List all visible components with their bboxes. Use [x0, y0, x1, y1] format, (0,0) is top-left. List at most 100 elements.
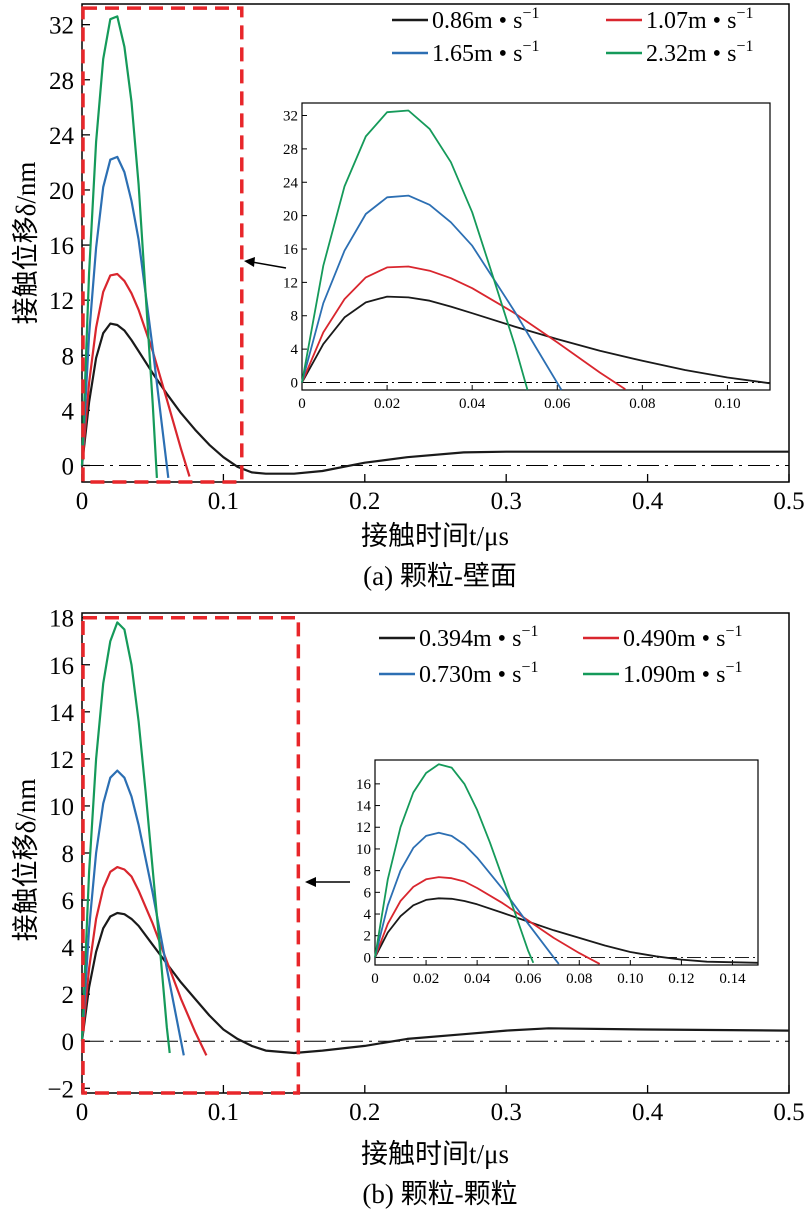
inset-series-line-3	[301, 109, 529, 391]
y-tick-label: 32	[49, 13, 74, 40]
inset-x-tick-label: 0.04	[459, 396, 486, 412]
legend-item: 1.65m • s−1	[392, 38, 539, 67]
panel-b-highlight-box	[81, 615, 301, 1095]
inset-y-tick-label: 20	[283, 209, 298, 225]
inset-y-tick-label: 0	[291, 375, 299, 391]
legend-item: 0.394m • s−1	[379, 623, 538, 652]
inset-y-tick-label: 28	[283, 142, 298, 158]
inset-y-tick-label: 32	[283, 109, 298, 125]
inset-x-tick-label: 0.12	[668, 971, 694, 987]
legend-item: 1.090m • s−1	[583, 659, 742, 688]
legend-item: 2.32m • s−1	[606, 38, 753, 67]
panel-a-frame	[81, 3, 790, 483]
legend-item: 1.07m • s−1	[606, 5, 753, 34]
legend-label: 0.394m • s−1	[419, 623, 538, 652]
legend-label: 0.730m • s−1	[419, 659, 538, 688]
y-tick-label: 28	[49, 68, 74, 95]
inset-series-line-0	[374, 897, 759, 964]
panel-b-y-axis-label: 接触位移δ/nm	[11, 779, 41, 942]
panel-b-x-axis-label: 接触时间t/μs	[361, 1139, 509, 1169]
panel-b-y-ticks: −2 0 2 4 6 8 10 12 14 16 18	[47, 606, 90, 1103]
panel-b-inset: 0 0.02 0.04 0.06 0.08 0.10 0.12 0.14 0 2 4 6 8 10 12 1…	[356, 759, 759, 987]
panel-a-inset-x-ticks: 0 0.02 0.04 0.06 0.08 0.10	[298, 385, 741, 412]
panel-a-caption: (a) 颗粒-壁面	[363, 561, 517, 591]
y-tick-label: 14	[49, 700, 75, 727]
y-tick-label: 12	[49, 288, 74, 315]
y-tick-label: 0	[62, 1029, 75, 1056]
inset-series-line-2	[301, 194, 563, 391]
series-line-2	[80, 769, 185, 1056]
y-tick-label: 4	[62, 398, 75, 425]
inset-x-tick-label: 0.06	[515, 971, 542, 987]
y-tick-label: 20	[49, 178, 74, 205]
inset-y-tick-label: 4	[364, 907, 372, 923]
x-tick-label: 0.4	[632, 488, 664, 515]
inset-y-tick-label: 12	[356, 820, 371, 836]
inset-x-tick-label: 0.02	[413, 971, 439, 987]
inset-x-tick-label: 0.14	[719, 971, 746, 987]
x-tick-label: 0.5	[773, 1099, 804, 1126]
y-tick-label: 8	[62, 343, 75, 370]
legend-label: 1.07m • s−1	[646, 5, 753, 34]
y-tick-label: 6	[62, 888, 75, 915]
panel-b-inset-x-ticks: 0 0.02 0.04 0.06 0.08 0.10 0.12 0.14	[371, 960, 746, 987]
series-line-1	[80, 272, 191, 477]
legend-label: 0.86m • s−1	[432, 5, 539, 34]
x-tick-label: 0	[76, 1099, 89, 1126]
x-tick-label: 0.1	[208, 488, 239, 515]
legend-label: 0.490m • s−1	[623, 623, 742, 652]
legend-item: 0.490m • s−1	[583, 623, 742, 652]
x-tick-label: 0.2	[349, 1099, 380, 1126]
series-line-1	[80, 866, 208, 1056]
inset-y-tick-label: 0	[364, 950, 372, 966]
panel-b-inset-y-ticks: 0 2 4 6 8 10 12 14 16	[356, 777, 380, 966]
x-tick-label: 0	[76, 488, 89, 515]
panel-b-x-ticks: 0 0.1 0.2 0.3 0.4 0.5	[76, 1085, 805, 1126]
series-line-3	[80, 15, 158, 478]
series-line-0	[80, 322, 789, 475]
y-tick-label: 12	[49, 747, 74, 774]
inset-x-tick-label: 0.08	[566, 971, 592, 987]
panel-a-y-ticks: 0 4 8 12 16 20 24 28 32	[49, 13, 90, 480]
inset-y-tick-label: 14	[356, 799, 372, 815]
inset-x-tick-label: 0.02	[374, 396, 400, 412]
inset-series-line-3	[374, 763, 535, 964]
legend-label: 2.32m • s−1	[646, 38, 753, 67]
panel-a-inset-frame	[301, 102, 771, 391]
series-line-3	[80, 621, 171, 1054]
inset-y-tick-label: 8	[291, 309, 299, 325]
y-tick-label: 10	[49, 794, 74, 821]
inset-x-tick-label: 0.04	[464, 971, 491, 987]
legend-label: 1.65m • s−1	[432, 38, 539, 67]
panel-a-y-axis-label: 接触位移δ/nm	[11, 162, 41, 325]
y-tick-label: 0	[62, 453, 75, 480]
panel-a-plot-area	[80, 15, 789, 479]
inset-x-tick-label: 0	[298, 396, 306, 412]
inset-y-tick-label: 12	[283, 275, 298, 291]
inset-x-tick-label: 0.08	[629, 396, 655, 412]
panel-b-legend: 0.394m • s−1 0.490m • s−1 0.730m • s−1 1.09…	[379, 623, 742, 688]
legend-item: 0.86m • s−1	[392, 5, 539, 34]
panel-a-highlight-box	[81, 6, 244, 484]
y-tick-label: 24	[49, 123, 75, 150]
inset-x-tick-label: 0.10	[617, 971, 643, 987]
panel-a: 0 0.1 0.2 0.3 0.4 0.5 0 4 8 12 16 20 24 28 32 0.86m •…	[11, 3, 805, 591]
inset-y-tick-label: 16	[356, 777, 372, 793]
inset-y-tick-label: 10	[356, 842, 371, 858]
inset-y-tick-label: 24	[283, 175, 299, 191]
x-tick-label: 0.1	[208, 1099, 239, 1126]
x-tick-label: 0.2	[349, 488, 380, 515]
x-tick-label: 0.3	[491, 1099, 522, 1126]
panel-a-inset-y-ticks: 0 4 8 12 16 20 24 28 32	[283, 109, 307, 391]
x-tick-label: 0.3	[491, 488, 522, 515]
inset-y-tick-label: 16	[283, 242, 299, 258]
panel-b-caption: (b) 颗粒-颗粒	[362, 1179, 517, 1209]
y-tick-label: 4	[62, 935, 75, 962]
legend-item: 0.730m • s−1	[379, 659, 538, 688]
panel-a-legend: 0.86m • s−1 1.07m • s−1 1.65m • s−1 2.32m •…	[392, 5, 753, 67]
panel-b-pointer-arrow	[305, 877, 350, 887]
inset-x-tick-label: 0.10	[714, 396, 740, 412]
inset-series-line-1	[301, 265, 626, 390]
y-tick-label: 18	[49, 606, 74, 633]
